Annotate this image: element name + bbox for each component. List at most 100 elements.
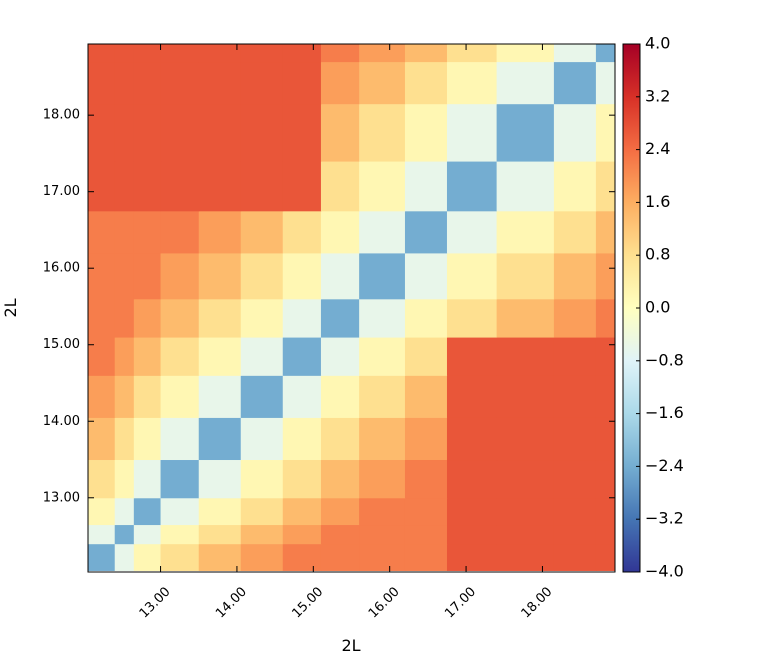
heatmap-cell xyxy=(359,417,406,461)
heatmap-cell xyxy=(88,337,116,376)
heatmap-cell xyxy=(553,161,597,212)
heatmap-cell xyxy=(359,210,406,254)
heatmap-cell xyxy=(114,210,135,254)
heatmap-cell xyxy=(198,298,242,338)
heatmap-cell xyxy=(160,252,200,300)
heatmap-cell xyxy=(404,375,448,418)
heatmap-cell xyxy=(240,210,284,254)
heatmap-cell xyxy=(496,543,555,571)
heatmap-cell xyxy=(133,337,162,376)
y-tick-label: 13.00 xyxy=(43,490,80,505)
heatmap-cell xyxy=(359,161,406,212)
heatmap-cell xyxy=(595,103,616,162)
heatmap-cell xyxy=(133,298,162,338)
heatmap-cell xyxy=(133,417,162,461)
heatmap-cell xyxy=(404,417,448,461)
x-tick-label: 13.00 xyxy=(137,584,174,621)
heatmap-cell xyxy=(446,61,498,105)
heatmap-cell xyxy=(446,298,498,338)
heatmap-cell xyxy=(198,497,242,526)
heatmap-cell xyxy=(359,337,406,376)
heatmap-cell xyxy=(359,44,406,63)
heatmap-cell xyxy=(160,524,200,545)
heatmap-cell xyxy=(114,459,135,499)
heatmap-cell xyxy=(496,497,555,526)
heatmap-cell xyxy=(320,417,360,461)
heatmap-cell xyxy=(114,44,135,63)
heatmap-cell xyxy=(553,459,597,499)
heatmap-cell xyxy=(446,543,498,571)
heatmap-cell xyxy=(133,459,162,499)
colorbar-tick-label: −1.6 xyxy=(645,403,684,422)
heatmap-cell xyxy=(553,375,597,418)
heatmap-cell xyxy=(240,298,284,338)
heatmap-cell xyxy=(553,337,597,376)
heatmap-cell xyxy=(496,61,555,105)
heatmap-cell xyxy=(240,375,284,418)
heatmap-cell xyxy=(198,524,242,545)
heatmap-cell xyxy=(198,210,242,254)
heatmap-cell xyxy=(240,161,284,212)
heatmap-cell xyxy=(553,417,597,461)
heatmap-cell xyxy=(553,210,597,254)
heatmap-cell xyxy=(282,252,322,300)
heatmap-cell xyxy=(496,459,555,499)
colorbar-tick-label: 2.4 xyxy=(645,139,670,158)
heatmap-cell xyxy=(595,375,616,418)
heatmap-cell xyxy=(88,417,116,461)
heatmap-cell xyxy=(446,524,498,545)
heatmap-cell xyxy=(446,497,498,526)
heatmap-cell xyxy=(282,375,322,418)
heatmap-cell xyxy=(320,543,360,571)
heatmap-cell xyxy=(320,161,360,212)
heatmap-cell xyxy=(446,337,498,376)
heatmap-cell xyxy=(240,417,284,461)
heatmap-cell xyxy=(282,298,322,338)
heatmap-cell xyxy=(114,252,135,300)
heatmap-cell xyxy=(114,543,135,571)
heatmap-cell xyxy=(553,497,597,526)
heatmap-cell xyxy=(88,459,116,499)
heatmap-cell xyxy=(88,497,116,526)
heatmap-cell xyxy=(114,524,135,545)
heatmap-cell xyxy=(198,375,242,418)
heatmap-cell xyxy=(160,44,200,63)
heatmap-cell xyxy=(595,44,616,63)
heatmap-cell xyxy=(320,298,360,338)
heatmap-cell xyxy=(240,497,284,526)
heatmap-cell xyxy=(88,524,116,545)
heatmap xyxy=(88,44,616,571)
heatmap-cell xyxy=(198,161,242,212)
x-tick-label: 15.00 xyxy=(289,584,326,621)
heatmap-cell xyxy=(320,375,360,418)
heatmap-cell xyxy=(88,103,116,162)
heatmap-cell xyxy=(595,252,616,300)
heatmap-cell xyxy=(496,298,555,338)
y-tick-label: 17.00 xyxy=(43,184,80,199)
x-axis-label: 2L xyxy=(341,636,360,655)
heatmap-cell xyxy=(320,61,360,105)
heatmap-cell xyxy=(88,375,116,418)
heatmap-cell xyxy=(240,61,284,105)
heatmap-cell xyxy=(553,252,597,300)
heatmap-cell xyxy=(282,44,322,63)
heatmap-cell xyxy=(198,337,242,376)
heatmap-cell xyxy=(359,103,406,162)
heatmap-cell xyxy=(496,210,555,254)
heatmap-cell xyxy=(553,61,597,105)
heatmap-cell xyxy=(160,210,200,254)
heatmap-cell xyxy=(133,210,162,254)
heatmap-cell xyxy=(496,524,555,545)
heatmap-cell xyxy=(595,61,616,105)
y-tick-label: 14.00 xyxy=(43,414,80,429)
y-tick-label: 15.00 xyxy=(43,337,80,352)
heatmap-cell xyxy=(446,103,498,162)
heatmap-cell xyxy=(404,61,448,105)
heatmap-cell xyxy=(240,44,284,63)
heatmap-cell xyxy=(446,44,498,63)
heatmap-cell xyxy=(553,44,597,63)
colorbar-tick-label: 3.2 xyxy=(645,86,670,105)
heatmap-cell xyxy=(114,417,135,461)
heatmap-cell xyxy=(320,103,360,162)
colorbar-tick-label: 4.0 xyxy=(645,34,670,53)
